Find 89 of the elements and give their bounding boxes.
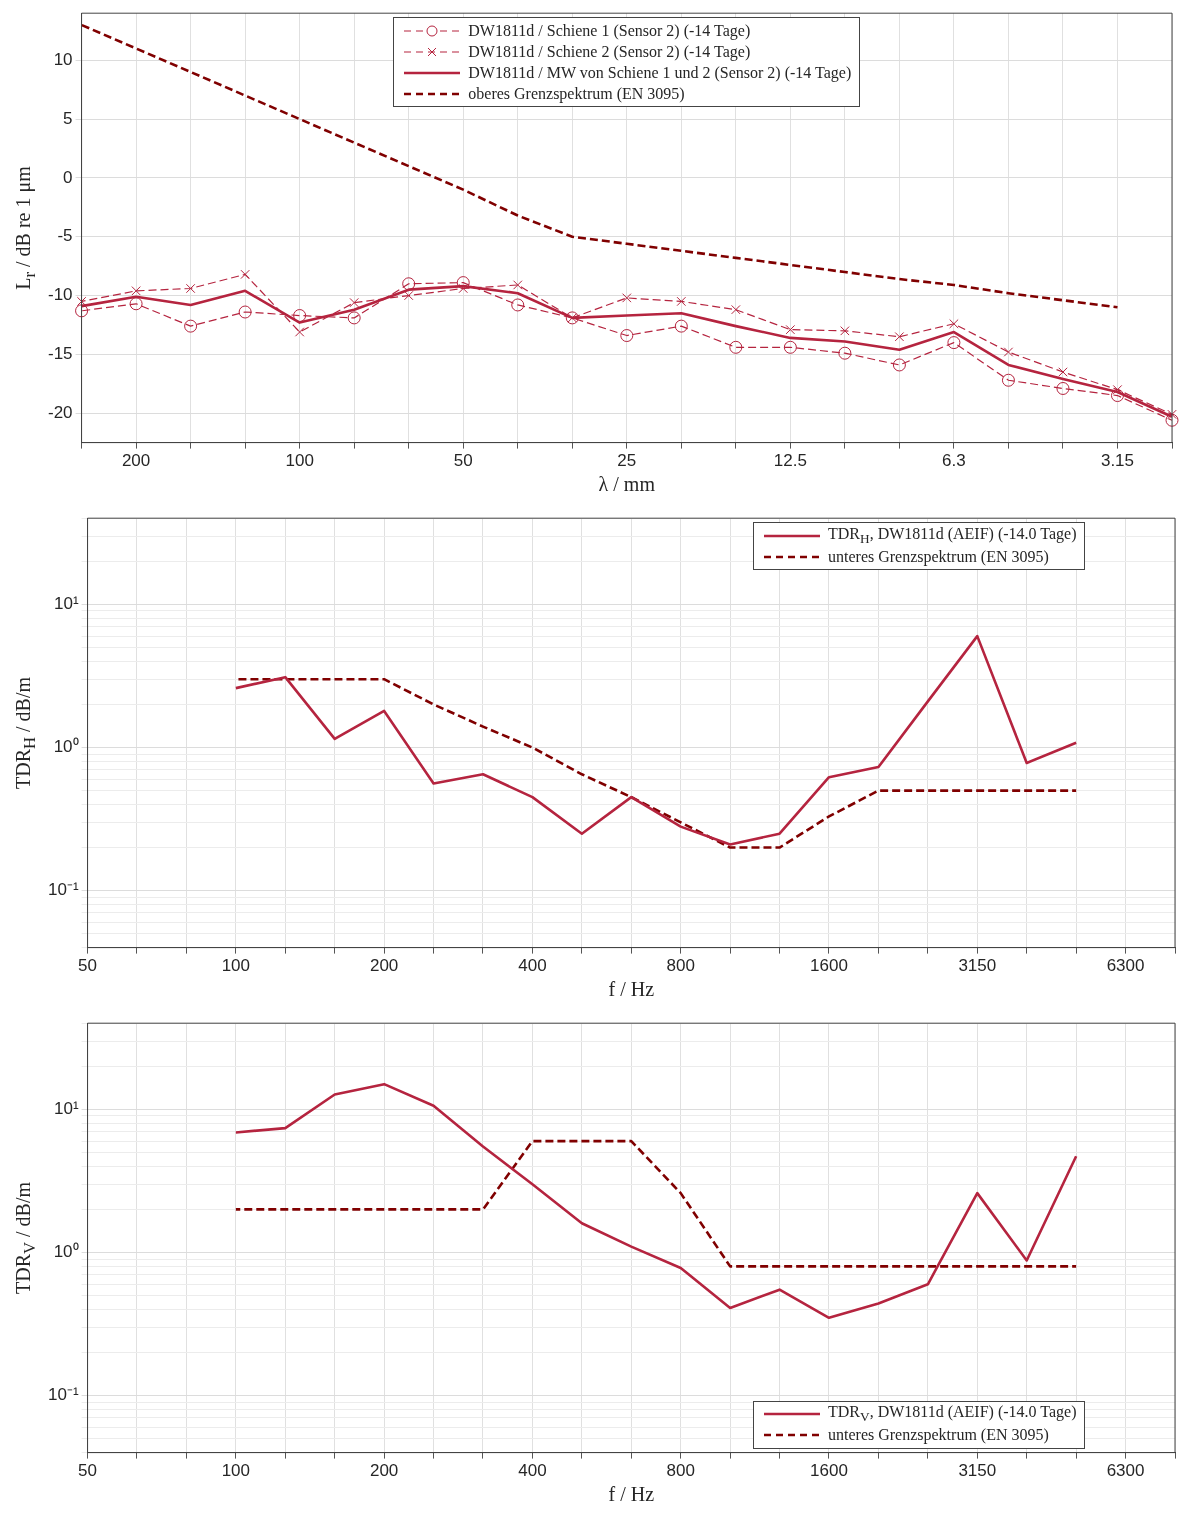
- point: [240, 269, 250, 280]
- y-tick-label: 10⁰: [53, 737, 79, 757]
- x-tick-label: 400: [518, 1461, 547, 1481]
- point: [1058, 367, 1068, 377]
- point: [674, 319, 688, 333]
- point: [783, 340, 797, 354]
- x-tick-label: 800: [666, 956, 695, 976]
- point: [892, 358, 906, 372]
- y-tick-label: -15: [47, 344, 73, 364]
- point: [349, 297, 359, 308]
- x-tick-label: 3.15: [1100, 451, 1135, 471]
- point: [840, 326, 850, 336]
- point: [1003, 347, 1014, 357]
- y-tick-label: 10¹: [53, 594, 79, 614]
- legend-label: DW1811d / MW von Schiene 1 und 2 (Sensor 2) (-14 Tage): [468, 63, 852, 82]
- point: [129, 297, 143, 311]
- point: [347, 311, 361, 325]
- point: [949, 319, 959, 329]
- point: [294, 327, 305, 337]
- point: [1056, 381, 1070, 395]
- point: [947, 336, 961, 350]
- x-tick-label: 200: [369, 956, 399, 976]
- x-tick-label: 400: [518, 956, 547, 976]
- point: [785, 324, 796, 335]
- x-tick-label: 100: [221, 1461, 251, 1481]
- point: [1110, 389, 1124, 403]
- point: [1001, 373, 1015, 387]
- line-series: [234, 1139, 1078, 1268]
- x-tick-label: 800: [666, 1461, 695, 1481]
- x-tick-label: 50: [453, 451, 473, 471]
- y-tick-label: 10⁻¹: [47, 880, 79, 900]
- x-tick-label: 6300: [1106, 1461, 1145, 1481]
- x-tick-label: 50: [78, 1461, 98, 1481]
- x-tick-label: 12.5: [773, 451, 807, 471]
- legend-label: oberes Grenzspektrum (EN 3095): [468, 84, 685, 103]
- legend-label: DW1811d / Schiene 2 (Sensor 2) (-14 Tage): [468, 42, 751, 61]
- point: [293, 309, 307, 323]
- y-tick-label: 10¹: [53, 1099, 79, 1119]
- x-axis-title: f / Hz: [608, 977, 655, 1001]
- x-axis-title: λ / mm: [598, 472, 655, 496]
- point: [458, 283, 468, 294]
- x-axis-title: f / Hz: [608, 1482, 655, 1506]
- point: [838, 346, 852, 360]
- point: [184, 319, 198, 333]
- point: [76, 296, 87, 307]
- y-tick-label: 10⁰: [53, 1242, 79, 1262]
- y-tick-label: 10: [53, 49, 73, 69]
- x-tick-label: 25: [617, 451, 637, 471]
- x-tick-label: 200: [369, 1461, 399, 1481]
- legend-label: TDR$_{V}$, DW1811d (AEIF) (-14.0 Tage): [828, 1403, 1077, 1426]
- point: [75, 304, 89, 318]
- legend-label: unteres Grenzspektrum (EN 3095): [828, 1426, 1049, 1445]
- y-tick-label: -5: [57, 226, 73, 246]
- x-tick-label: 100: [221, 956, 251, 976]
- y-tick-label: 10⁻¹: [47, 1385, 79, 1405]
- x-tick-label: 3150: [958, 956, 997, 976]
- point: [729, 340, 743, 354]
- point: [185, 283, 196, 294]
- point: [456, 276, 470, 290]
- point: [620, 329, 634, 343]
- point: [676, 296, 687, 307]
- x-tick-label: 6.3: [942, 451, 966, 471]
- x-tick-label: 200: [121, 451, 151, 471]
- point: [1165, 413, 1179, 427]
- point: [894, 331, 905, 342]
- x-tick-label: 100: [285, 451, 314, 471]
- x-tick-label: 1600: [810, 956, 848, 976]
- point: [1167, 409, 1177, 420]
- legend-label: DW1811d / Schiene 1 (Sensor 2) (-14 Tage): [468, 21, 751, 40]
- y-tick-label: 0: [63, 167, 73, 187]
- point: [622, 293, 632, 303]
- legend-label: unteres Grenzspektrum (EN 3095): [828, 547, 1049, 566]
- point: [131, 286, 141, 296]
- x-tick-label: 1600: [810, 1461, 848, 1481]
- point: [402, 277, 416, 291]
- point: [238, 305, 252, 319]
- point: [731, 304, 741, 315]
- line-series: [80, 23, 1119, 309]
- point: [403, 290, 414, 301]
- y-tick-label: -10: [47, 285, 73, 305]
- x-tick-label: 6300: [1106, 956, 1145, 976]
- y-tick-label: -20: [47, 402, 73, 422]
- point: [513, 280, 523, 290]
- point: [511, 298, 525, 312]
- x-tick-label: 3150: [958, 1461, 997, 1481]
- y-tick-label: 5: [63, 108, 73, 128]
- point: [1112, 384, 1123, 395]
- x-tick-label: 50: [78, 956, 98, 976]
- legend-label: TDR$_{H}$, DW1811d (AEIF) (-14.0 Tage): [828, 524, 1077, 547]
